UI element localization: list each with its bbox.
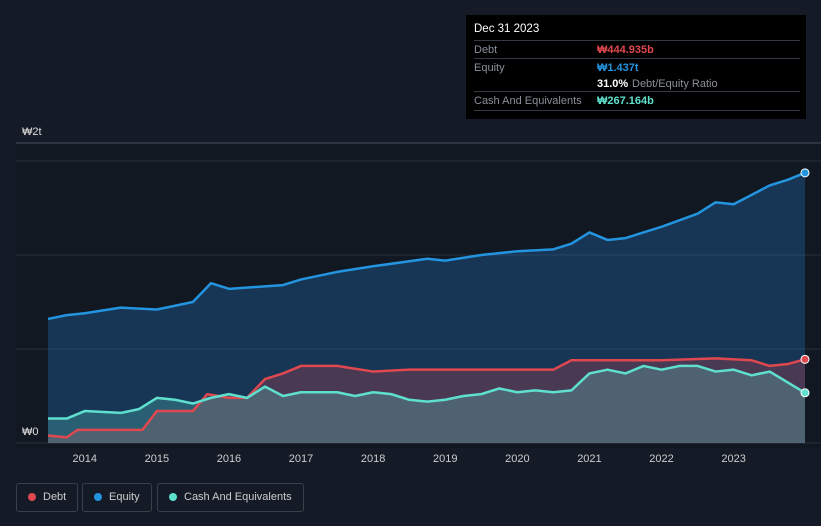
legend-debt-label: Debt [43,491,67,503]
cash-and-equivalents-line [48,364,806,420]
x-tick-label: 2018 [361,453,385,465]
tooltip-cash-row: Cash And Equivalents ₩267.164b [474,91,800,111]
cash-and-equivalents-end-marker[interactable] [800,388,810,398]
tooltip-equity-label: Equity [474,62,505,74]
plot-area [16,143,821,448]
tooltip: Dec 31 2023 Debt ₩444.935b Equity ₩1.437… [466,15,806,119]
legend-debt[interactable]: Debt [16,483,79,512]
tooltip-debt-row: Debt ₩444.935b [474,40,800,59]
legend-cash-label: Cash And Equivalents [184,491,292,503]
legend-cash[interactable]: Cash And Equivalents [157,483,304,512]
x-tick-label: 2019 [433,453,457,465]
x-tick-label: 2020 [505,453,529,465]
equity-line [47,171,806,321]
legend-cash-dot-icon [169,493,177,501]
tooltip-debt-label: Debt [474,44,498,56]
y-label-zero: ₩0 [22,426,39,438]
tooltip-ratio-row: 31.0% Debt/Equity Ratio [474,75,800,93]
x-tick-label: 2022 [649,453,673,465]
tooltip-ratio-value: 31.0% [597,78,629,90]
x-tick-label: 2023 [721,453,745,465]
debt-line [47,357,806,439]
tooltip-equity-value: ₩1.437t [597,62,639,74]
legend-debt-dot-icon [28,493,36,501]
x-tick-label: 2016 [217,453,241,465]
x-tick-label: 2021 [577,453,601,465]
tooltip-date: Dec 31 2023 [474,23,540,35]
x-tick-label: 2014 [73,453,97,465]
tooltip-debt-value: ₩444.935b [597,44,654,56]
legend-equity-label: Equity [109,491,140,503]
equity-area [48,172,805,443]
equity-end-marker[interactable] [800,168,810,178]
tooltip-cash-label: Cash And Equivalents [474,95,582,107]
cash-and-equivalents-area [48,365,805,443]
y-label-top: ₩2t [22,126,42,138]
debt-end-marker[interactable] [800,354,810,364]
tooltip-ratio-label: Debt/Equity Ratio [632,78,718,90]
tooltip-equity-row: Equity ₩1.437t [474,58,800,77]
legend-equity[interactable]: Equity [82,483,152,512]
x-tick-label: 2015 [145,453,169,465]
tooltip-cash-value: ₩267.164b [597,95,654,107]
legend-equity-dot-icon [94,493,102,501]
x-tick-label: 2017 [289,453,313,465]
